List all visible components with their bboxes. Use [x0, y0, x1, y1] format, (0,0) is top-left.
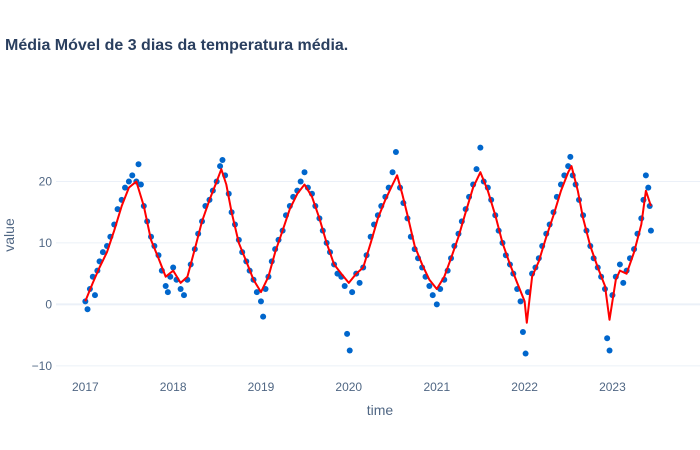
chart-title: Média Móvel de 3 dias da temperatura méd…	[5, 37, 348, 54]
scatter-point	[84, 306, 91, 313]
x-tick-label: 2017	[72, 380, 99, 394]
scatter-point	[522, 350, 529, 357]
scatter-point	[647, 227, 654, 234]
scatter-point	[389, 169, 396, 176]
scatter-point	[346, 347, 353, 354]
scatter-point	[301, 169, 308, 176]
scatter-point	[135, 161, 142, 168]
scatter-point	[349, 289, 356, 296]
plot-area	[82, 144, 654, 357]
scatter-point	[645, 184, 652, 191]
scatter-point	[642, 172, 649, 179]
scatter-point	[606, 347, 613, 354]
y-tick-label: 10	[39, 236, 53, 250]
scatter-point	[114, 206, 121, 213]
x-tick-label: 2018	[160, 380, 187, 394]
scatter-point	[567, 153, 574, 160]
scatter-point	[517, 298, 524, 305]
scatter-point	[180, 292, 187, 299]
scatter-point	[253, 289, 260, 296]
x-axis-title: time	[367, 402, 394, 418]
x-tick-label: 2021	[423, 380, 450, 394]
scatter-point	[260, 313, 267, 320]
scatter-point	[620, 279, 627, 286]
x-tick-label: 2023	[599, 380, 626, 394]
scatter-point	[99, 249, 106, 256]
y-axis-title: value	[1, 218, 17, 252]
scatter-point	[297, 178, 304, 185]
scatter-point	[356, 279, 363, 286]
x-tick-label: 2019	[248, 380, 275, 394]
scatter-point	[125, 178, 132, 185]
y-tick-label: 0	[45, 297, 52, 311]
scatter-point	[392, 148, 399, 155]
scatter-point	[137, 181, 144, 188]
scatter-point	[616, 261, 623, 268]
y-axis-ticks: −10 0 10 20	[32, 174, 53, 372]
scatter-point	[162, 282, 169, 289]
scatter-point	[344, 330, 351, 337]
x-tick-label: 2020	[335, 380, 362, 394]
scatter-point	[604, 335, 611, 342]
scatter-point	[429, 292, 436, 299]
scatter-point	[91, 292, 98, 299]
scatter-point	[170, 264, 177, 271]
scatter-point	[477, 144, 484, 151]
scatter-point	[433, 301, 440, 308]
scatter-point	[257, 298, 264, 305]
grid-lines	[56, 180, 700, 367]
y-tick-label: −10	[32, 359, 53, 373]
scatter-point	[122, 184, 129, 191]
scatter-point	[341, 282, 348, 289]
x-axis-ticks: 2017 2018 2019 2020 2021 2022 2023	[72, 380, 626, 394]
scatter-point	[177, 286, 184, 293]
x-tick-label: 2022	[511, 380, 538, 394]
scatter-point	[219, 156, 226, 163]
scatter-point	[426, 282, 433, 289]
moving-average-line	[84, 165, 652, 324]
y-tick-label: 20	[39, 174, 53, 188]
scatter-point	[217, 163, 224, 170]
scatter-point	[519, 329, 526, 336]
scatter-point	[473, 166, 480, 173]
scatter-point	[164, 289, 171, 296]
scatter-point	[129, 172, 136, 179]
